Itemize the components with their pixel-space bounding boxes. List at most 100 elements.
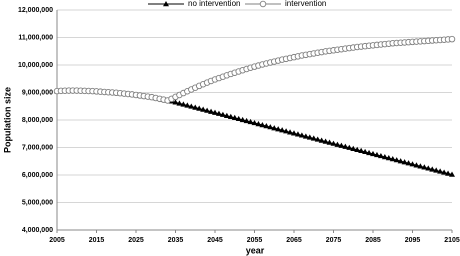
point <box>310 135 317 141</box>
point <box>215 110 222 116</box>
y-tick-label: 10,000,000 <box>18 62 53 69</box>
point <box>413 162 420 168</box>
point <box>425 165 432 171</box>
point <box>176 100 183 106</box>
x-tick-label: 2005 <box>49 237 65 244</box>
point <box>180 101 187 107</box>
legend-label: no intervention <box>188 0 240 8</box>
point <box>381 153 388 160</box>
point <box>354 146 361 152</box>
point <box>267 124 274 130</box>
point <box>445 170 452 176</box>
point <box>449 171 455 177</box>
x-tick-label: 2065 <box>286 237 302 244</box>
point <box>231 114 238 120</box>
point <box>350 145 357 151</box>
point <box>306 134 313 140</box>
x-tick-label: 2015 <box>89 237 105 244</box>
point <box>302 133 309 139</box>
point <box>314 136 321 142</box>
point <box>373 151 380 158</box>
y-tick-label: 11,000,000 <box>18 34 53 41</box>
point <box>259 122 266 128</box>
point <box>243 117 250 124</box>
point <box>401 159 408 165</box>
x-tick-label: 2095 <box>405 237 421 244</box>
point <box>294 131 301 137</box>
y-tick-label: 9,000,000 <box>22 89 53 96</box>
point <box>172 99 179 105</box>
point <box>441 169 448 175</box>
point <box>247 118 254 125</box>
legend-marker <box>163 1 169 7</box>
point <box>188 103 195 109</box>
point <box>235 115 242 122</box>
point <box>223 112 230 118</box>
point <box>342 143 349 149</box>
point <box>196 105 203 111</box>
y-tick-label: 7,000,000 <box>22 144 53 151</box>
series-line <box>56 90 453 176</box>
point <box>346 144 353 150</box>
point <box>389 156 396 162</box>
point <box>330 140 337 146</box>
point <box>200 106 207 112</box>
point <box>385 155 392 161</box>
point <box>227 113 234 119</box>
point <box>397 158 404 164</box>
point <box>370 150 376 157</box>
point <box>437 168 444 174</box>
point <box>291 130 297 136</box>
point <box>326 139 333 145</box>
x-tick-label: 2025 <box>128 237 144 244</box>
y-tick-label: 5,000,000 <box>22 199 53 206</box>
point <box>208 108 215 114</box>
legend-label: intervention <box>285 0 326 8</box>
point <box>212 109 218 115</box>
point <box>405 160 412 166</box>
x-tick-label: 2075 <box>326 237 342 244</box>
x-tick-label: 2085 <box>365 237 381 244</box>
point <box>421 164 428 170</box>
y-tick-label: 4,000,000 <box>22 227 53 234</box>
y-tick-label: 6,000,000 <box>22 172 53 179</box>
point <box>417 163 424 169</box>
point <box>433 167 440 173</box>
point <box>275 126 282 132</box>
point <box>279 127 286 133</box>
point <box>429 166 436 172</box>
point <box>271 125 278 131</box>
point <box>251 119 258 126</box>
point <box>298 132 305 138</box>
x-tick-label: 2045 <box>207 237 223 244</box>
y-tick-label: 8,000,000 <box>22 117 53 124</box>
x-tick-label: 2035 <box>168 237 184 244</box>
point <box>362 148 369 155</box>
point <box>204 107 211 113</box>
point <box>287 129 294 135</box>
point <box>184 102 191 108</box>
x-tick-label: 2105 <box>444 237 460 244</box>
y-axis-title: Population size <box>2 87 12 153</box>
point <box>409 161 416 167</box>
point <box>283 128 290 134</box>
y-tick-label: 12,000,000 <box>18 7 53 14</box>
point <box>366 149 373 156</box>
point <box>393 157 400 163</box>
legend-marker <box>259 0 267 8</box>
point <box>334 141 341 147</box>
point <box>358 147 365 153</box>
x-tick-label: 2055 <box>247 237 263 244</box>
point <box>192 104 199 110</box>
point <box>263 123 270 129</box>
point <box>322 138 329 144</box>
point <box>318 137 325 143</box>
point <box>338 142 345 148</box>
point <box>377 152 384 159</box>
point <box>448 35 456 43</box>
x-axis-title: year <box>246 245 265 255</box>
point <box>239 116 246 123</box>
point <box>255 120 262 127</box>
